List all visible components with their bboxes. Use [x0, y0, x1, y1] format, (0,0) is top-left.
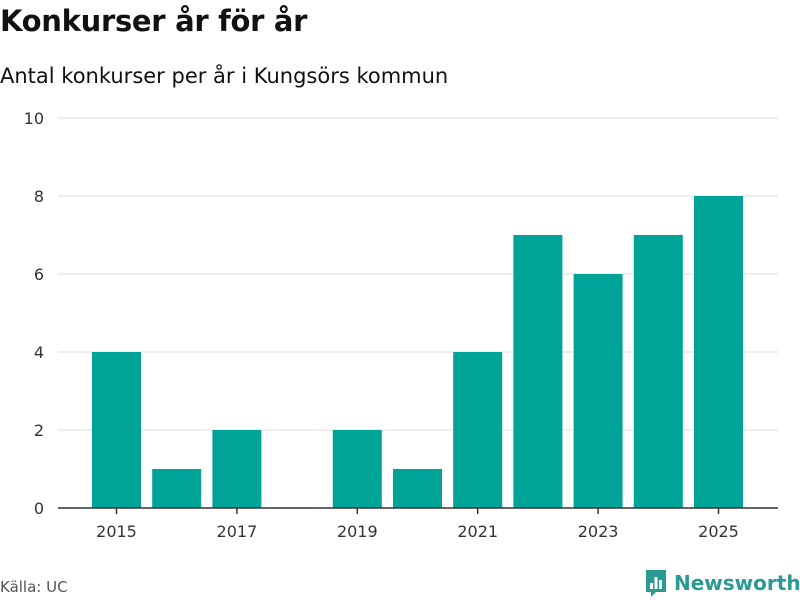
y-tick-label-10: 10	[24, 109, 44, 128]
axes: 0 2 4 6 8 10 2015 2017 2019 2021 2023 2025	[24, 109, 778, 541]
x-tick-label-2017: 2017	[217, 522, 258, 541]
bar-2024	[633, 235, 683, 508]
y-tick-label-4: 4	[34, 343, 44, 362]
y-tick-label-8: 8	[34, 187, 44, 206]
y-tick-label-0: 0	[34, 499, 44, 518]
bar-2015	[92, 352, 141, 508]
x-tick-label-2021: 2021	[457, 522, 498, 541]
chart-title: Konkurser år för år	[0, 4, 308, 38]
bar-2022	[513, 235, 563, 508]
bar-2025	[694, 196, 743, 508]
bar-2019	[332, 430, 382, 508]
brand-logo: Newsworthy	[644, 568, 800, 598]
newsworthy-icon	[646, 570, 666, 597]
chart-subtitle: Antal konkurser per år i Kungsörs kommun	[0, 64, 449, 88]
source-note: Källa: UC	[0, 578, 68, 596]
bar-2023	[573, 274, 623, 508]
brand-name: Newsworthy	[674, 571, 800, 595]
bars	[92, 196, 743, 508]
x-tick-label-2019: 2019	[337, 522, 378, 541]
x-tick-label-2025: 2025	[698, 522, 739, 541]
y-tick-label-6: 6	[34, 265, 44, 284]
bar-2021	[453, 352, 503, 508]
x-tick-label-2023: 2023	[578, 522, 619, 541]
bar-2017	[212, 430, 262, 508]
x-tick-label-2015: 2015	[96, 522, 137, 541]
bar-chart: 0 2 4 6 8 10 2015 2017 2019 2021 2023 2025	[24, 109, 778, 541]
bar-2020	[393, 469, 442, 508]
bar-2016	[152, 469, 202, 508]
y-tick-label-2: 2	[34, 421, 44, 440]
